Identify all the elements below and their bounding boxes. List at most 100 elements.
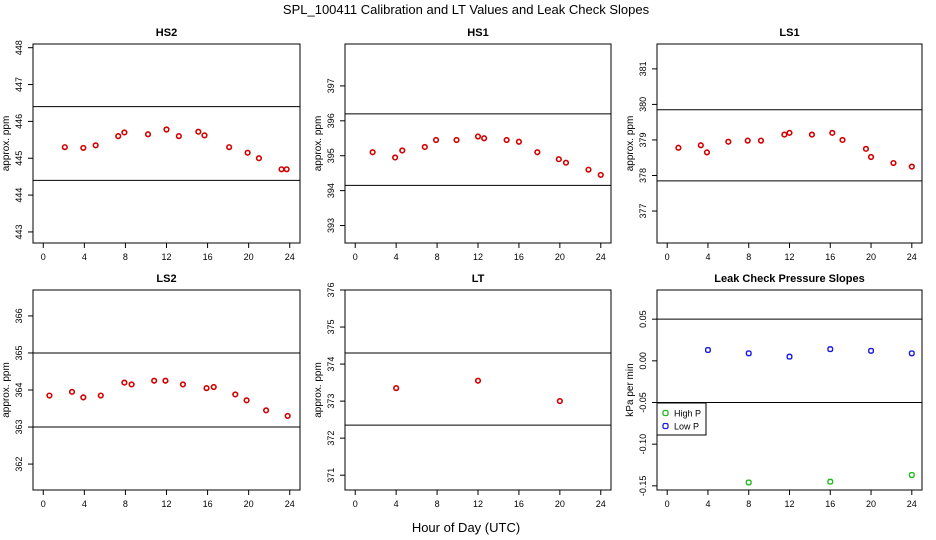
panel-title: LS2 — [156, 273, 176, 285]
y-tick-label: 0.00 — [638, 352, 648, 370]
data-point — [144, 131, 152, 138]
data-point — [80, 144, 87, 152]
y-tick-label: 378 — [638, 168, 648, 183]
y-axis-label: approx. ppm — [313, 116, 324, 172]
data-point — [392, 154, 399, 161]
x-tick-label: 8 — [746, 252, 751, 262]
data-point — [399, 147, 406, 154]
data-point — [115, 133, 122, 140]
y-tick-label: 377 — [638, 204, 648, 219]
panel-title: HS1 — [467, 27, 488, 39]
y-tick-label: 443 — [14, 224, 24, 239]
y-tick-label: 372 — [326, 431, 336, 446]
x-tick-label: 16 — [203, 252, 213, 262]
data-point — [163, 126, 170, 133]
data-point — [908, 472, 915, 479]
data-point — [745, 350, 752, 357]
data-point — [97, 392, 104, 399]
x-tick-label: 20 — [866, 252, 876, 262]
x-tick-label: 0 — [665, 499, 670, 509]
data-point — [263, 407, 270, 414]
data-point — [786, 353, 793, 360]
data-point — [757, 137, 765, 144]
data-point — [908, 350, 915, 357]
x-tick-label: 20 — [555, 252, 565, 262]
data-point — [704, 347, 711, 354]
data-point — [210, 383, 217, 391]
y-axis-label: approx. ppm — [313, 362, 324, 418]
y-tick-label: 373 — [326, 394, 336, 409]
x-tick-label: 24 — [285, 252, 295, 262]
data-point — [278, 166, 285, 173]
x-tick-label: 24 — [596, 499, 606, 509]
x-tick-label: 4 — [705, 252, 710, 262]
data-point — [829, 129, 836, 136]
data-point — [585, 166, 592, 173]
data-point — [555, 156, 562, 163]
panel-title: Leak Check Pressure Slopes — [714, 273, 864, 285]
data-point — [481, 135, 488, 142]
chart-panel-5: Leak Check Pressure Slopes kPa per min 0 4 8… — [625, 273, 923, 509]
data-point — [675, 144, 682, 151]
y-tick-label: 446 — [14, 114, 24, 129]
x-tick-label: 0 — [41, 499, 46, 509]
y-axis-label: approx. ppm — [1, 116, 12, 172]
data-point — [515, 138, 523, 145]
x-tick-label: 16 — [825, 499, 835, 509]
y-tick-label: 380 — [638, 97, 648, 112]
x-tick-label: 12 — [784, 499, 794, 509]
plot-frame — [344, 289, 612, 491]
x-tick-label: 12 — [473, 499, 483, 509]
data-point — [244, 149, 251, 156]
data-point — [284, 412, 291, 420]
panel-title: LS1 — [779, 27, 799, 39]
x-tick-label: 20 — [244, 499, 254, 509]
legend: High P Low P — [656, 402, 707, 436]
x-tick-label: 24 — [907, 252, 917, 262]
legend-marker — [662, 422, 669, 430]
y-tick-label: -0.15 — [638, 476, 648, 497]
legend-label: High P — [674, 409, 701, 419]
data-point — [503, 136, 510, 144]
data-point — [179, 381, 187, 388]
data-point — [283, 166, 290, 173]
x-tick-label: 4 — [394, 252, 399, 262]
y-tick-label: 371 — [326, 468, 336, 483]
data-point — [175, 133, 182, 140]
x-tick-label: 8 — [435, 499, 440, 509]
x-tick-label: 8 — [435, 252, 440, 262]
data-point — [92, 142, 99, 149]
data-point — [867, 153, 875, 161]
data-point — [474, 133, 482, 140]
x-tick-label: 20 — [244, 252, 254, 262]
data-point — [243, 397, 250, 404]
x-tick-label: 16 — [514, 499, 524, 509]
data-point — [745, 479, 752, 486]
legend-label: Low P — [674, 422, 699, 432]
y-tick-label: 366 — [14, 308, 24, 323]
figure-x-axis-label: Hour of Day (UTC) — [412, 520, 520, 535]
chart-panel-4: LT approx. ppm 0 4 8 12 16 20 24 371 372 373 374 375 3… — [313, 273, 612, 509]
y-tick-label: 375 — [326, 320, 336, 335]
data-point — [61, 144, 68, 151]
data-point — [839, 136, 846, 144]
chart-panel-3: LS2 approx. ppm 0 4 8 12 16 20 24 362 363 364 365 366 — [1, 273, 301, 509]
data-point — [121, 379, 128, 386]
data-point — [597, 171, 604, 179]
x-tick-label: 16 — [514, 252, 524, 262]
data-point — [827, 478, 834, 485]
x-tick-label: 16 — [203, 499, 213, 509]
plot-frame — [656, 289, 923, 491]
data-point — [432, 136, 440, 144]
data-point — [128, 381, 135, 388]
x-tick-label: 4 — [82, 252, 87, 262]
data-point — [226, 144, 233, 151]
x-tick-label: 20 — [555, 499, 565, 509]
figure-title: SPL_100411 Calibration and LT Values and… — [283, 2, 650, 17]
data-point — [201, 132, 208, 139]
data-point — [808, 131, 816, 138]
plot-frame — [656, 43, 923, 244]
plot-frame — [344, 43, 612, 244]
y-tick-label: 376 — [326, 282, 336, 297]
data-point — [827, 346, 834, 353]
